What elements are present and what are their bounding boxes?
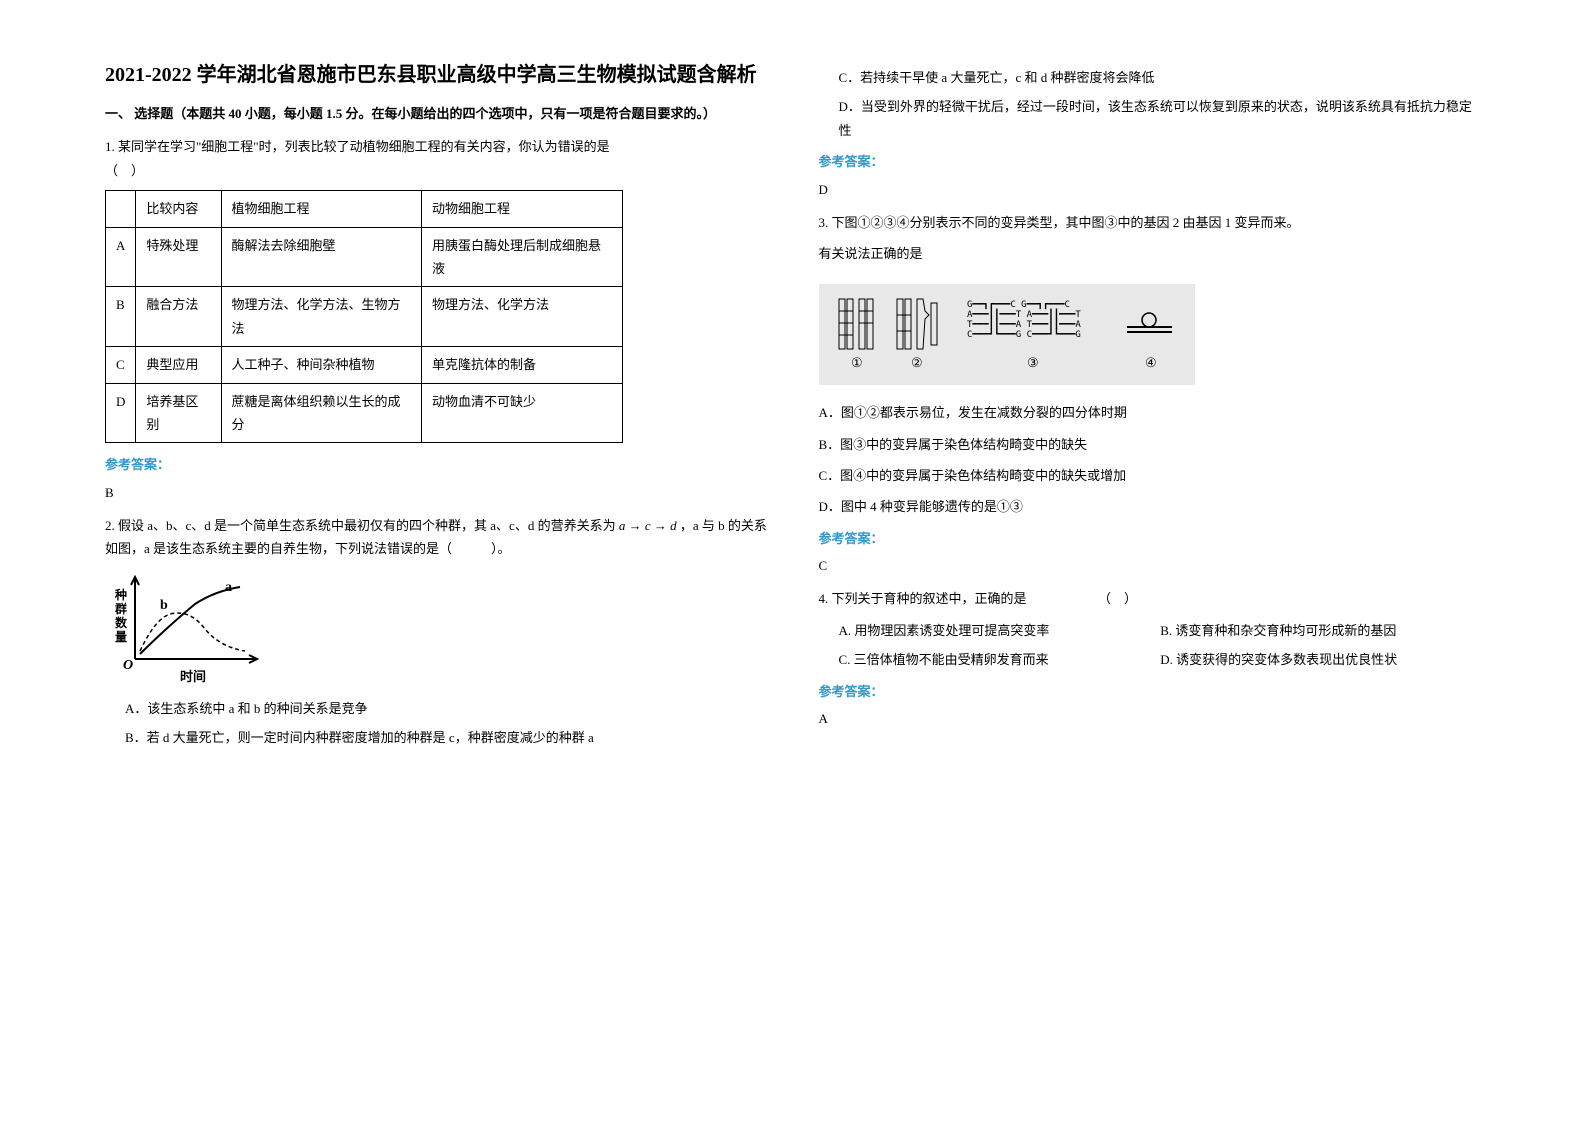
svg-text:a: a (225, 580, 232, 595)
variation-diagram-svg: ① ② G━━┓┏━━━C G━━┓┏━━━C A━━━┃┃━━━T A━━━┃… (827, 292, 1187, 370)
svg-text:T━━━┃┃━━━A T━━━┃┃━━━A: T━━━┃┃━━━A T━━━┃┃━━━A (967, 318, 1081, 330)
q2-answer: D (819, 178, 1483, 201)
table-row: C 典型应用 人工种子、种间杂种植物 单克隆抗体的制备 (106, 347, 623, 383)
table-header-col3: 动物细胞工程 (422, 191, 623, 227)
left-column: 2021-2022 学年湖北省恩施市巴东县职业高级中学高三生物模拟试题含解析 一… (80, 60, 794, 1062)
q4-options: A. 用物理因素诱变处理可提高突变率 B. 诱变育种和杂交育种均可形成新的基因 … (839, 619, 1483, 672)
table-row: D 培养基区别 蔗糖是离体组织赖以生长的成分 动物血清不可缺少 (106, 383, 623, 443)
section-header: 一、 选择题（本题共 40 小题，每小题 1.5 分。在每小题给出的四个选项中，… (105, 102, 769, 125)
q3-diagram: ① ② G━━┓┏━━━C G━━┓┏━━━C A━━━┃┃━━━T A━━━┃… (819, 284, 1195, 385)
q2-text: 2. 假设 a、b、c、d 是一个简单生态系统中最初仅有的四个种群，其 a、c、… (105, 514, 769, 561)
right-column: C．若持续干早使 a 大量死亡，c 和 d 种群密度将会降低 D．当受到外界的轻… (794, 60, 1508, 1062)
svg-text:b: b (160, 598, 168, 613)
q3-option-c: C．图④中的变异属于染色体结构畸变中的缺失或增加 (819, 464, 1483, 487)
table-header-blank (106, 191, 136, 227)
svg-text:G━━┓┏━━━C G━━┓┏━━━C: G━━┓┏━━━C G━━┓┏━━━C (967, 300, 1070, 310)
q2-answer-label: 参考答案： (819, 150, 1483, 173)
svg-text:种: 种 (114, 587, 127, 602)
q3-option-a: A．图①②都表示易位，发生在减数分裂的四分体时期 (819, 401, 1483, 424)
q1-table: 比较内容 植物细胞工程 动物细胞工程 A 特殊处理 酶解法去除细胞壁 用胰蛋白酶… (105, 190, 623, 443)
table-header-col1: 比较内容 (136, 191, 221, 227)
q4-text: 4. 下列关于育种的叙述中，正确的是 （ ） (819, 587, 1483, 610)
population-chart-svg: O 种 群 数 量 时间 a b (105, 569, 265, 689)
svg-text:群: 群 (114, 601, 127, 616)
q1-text: 1. 某同学在学习"细胞工程"时，列表比较了动植物细胞工程的有关内容，你认为错误… (105, 135, 769, 182)
svg-text:量: 量 (115, 630, 127, 644)
q4-option-d: D. 诱变获得的突变体多数表现出优良性状 (1160, 648, 1482, 671)
q3-option-d: D．图中 4 种变异能够遗传的是①③ (819, 495, 1483, 518)
q4-answer-label: 参考答案： (819, 680, 1483, 703)
q2-chart: O 种 群 数 量 时间 a b (105, 569, 769, 689)
q2-option-d: D．当受到外界的轻微干扰后，经过一段时间，该生态系统可以恢复到原来的状态，说明该… (839, 95, 1483, 142)
svg-text:④: ④ (1145, 355, 1157, 370)
svg-text:数: 数 (115, 615, 128, 630)
q2-formula: a → c → d (619, 518, 677, 533)
table-header-col2: 植物细胞工程 (221, 191, 421, 227)
q2-option-b: B．若 d 大量死亡，则一定时间内种群密度增加的种群是 c，种群密度减少的种群 … (125, 726, 769, 749)
svg-text:③: ③ (1027, 355, 1039, 370)
q3-answer: C (819, 554, 1483, 577)
q4-option-b: B. 诱变育种和杂交育种均可形成新的基因 (1160, 619, 1482, 642)
q3-text: 3. 下图①②③④分别表示不同的变异类型，其中图③中的基因 2 由基因 1 变异… (819, 211, 1483, 234)
table-row: B 融合方法 物理方法、化学方法、生物方法 物理方法、化学方法 (106, 287, 623, 347)
q4-answer: A (819, 707, 1483, 730)
q1-answer: B (105, 481, 769, 504)
svg-text:A━━━┃┃━━━T A━━━┃┃━━━T: A━━━┃┃━━━T A━━━┃┃━━━T (967, 308, 1081, 320)
svg-text:C━━━┛┗━━━G C━━━┛┗━━━G: C━━━┛┗━━━G C━━━┛┗━━━G (967, 328, 1081, 340)
q3-text2: 有关说法正确的是 (819, 242, 1483, 265)
q4-option-a: A. 用物理因素诱变处理可提高突变率 (839, 619, 1161, 642)
q1-answer-label: 参考答案： (105, 453, 769, 476)
q3-option-b: B．图③中的变异属于染色体结构畸变中的缺失 (819, 433, 1483, 456)
q3-answer-label: 参考答案： (819, 527, 1483, 550)
q4-option-c: C. 三倍体植物不能由受精卵发育而来 (839, 648, 1161, 671)
svg-text:①: ① (851, 355, 863, 370)
q2-option-c: C．若持续干早使 a 大量死亡，c 和 d 种群密度将会降低 (839, 66, 1483, 89)
svg-text:O: O (123, 658, 133, 673)
svg-text:时间: 时间 (180, 669, 206, 684)
table-row: A 特殊处理 酶解法去除细胞壁 用胰蛋白酶处理后制成细胞悬液 (106, 227, 623, 287)
q2-option-a: A．该生态系统中 a 和 b 的种间关系是竞争 (125, 697, 769, 720)
document-title: 2021-2022 学年湖北省恩施市巴东县职业高级中学高三生物模拟试题含解析 (105, 60, 769, 90)
svg-text:②: ② (911, 355, 923, 370)
